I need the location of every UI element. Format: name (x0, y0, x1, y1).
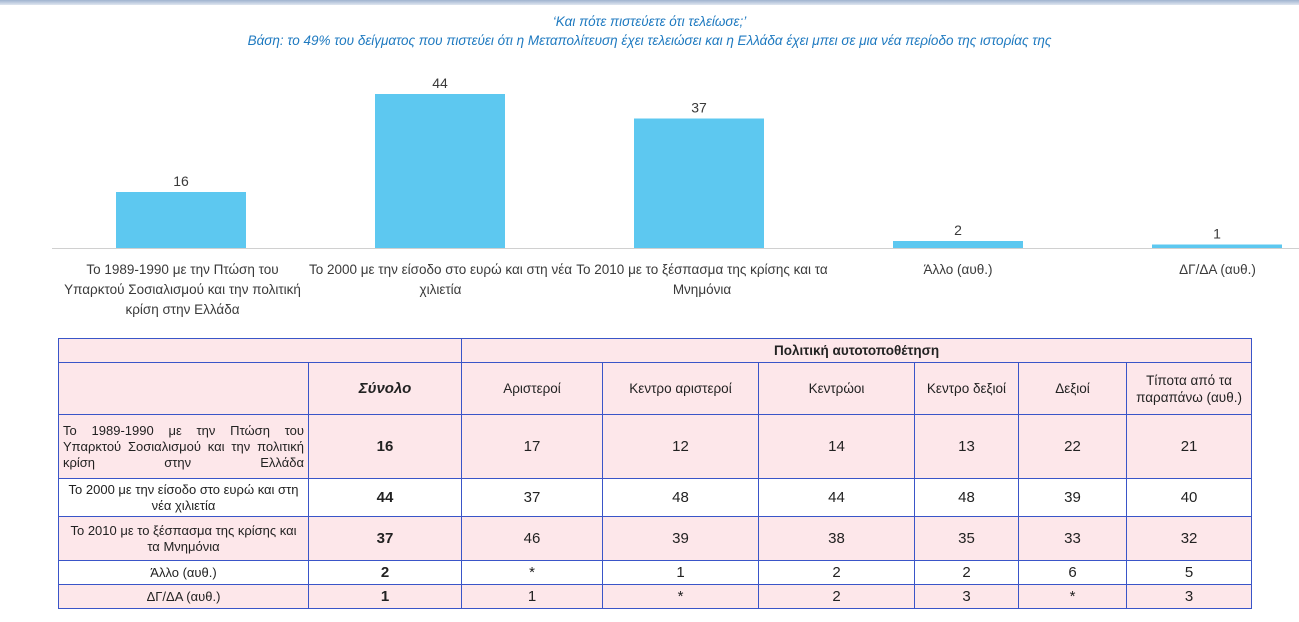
cell: 3 (914, 584, 1019, 609)
table-row: Το 1989-1990 με την Πτώση του Υπαρκτού Σ… (58, 414, 1253, 479)
cell: 14 (758, 414, 915, 479)
table-row: ΔΓ/ΔΑ (αυθ.) 1 1 * 2 3 * 3 (58, 584, 1253, 609)
subtitle-base-note: Βάση: το 49% του δείγματος που πιστεύει … (247, 33, 1052, 48)
row-total: 1 (308, 584, 462, 609)
col-header-right: Δεξιοί (1018, 362, 1127, 415)
col-header-center-right: Κεντρο δεξιοί (914, 362, 1019, 415)
table-row: Άλλο (αυθ.) 2 * 1 2 2 6 5 (58, 560, 1253, 585)
cell: 12 (602, 414, 759, 479)
cell: 38 (758, 516, 915, 561)
category-label-2010: Το 2010 με το ξέσπασμα της κρίσης και τα… (576, 262, 828, 297)
cell: * (1018, 584, 1127, 609)
bar (1152, 244, 1282, 248)
row-total: 37 (308, 516, 462, 561)
cell: 2 (758, 560, 915, 585)
cell: 39 (602, 516, 759, 561)
bar-value-label: 37 (691, 100, 707, 116)
cell: 46 (461, 516, 603, 561)
cell: 48 (914, 478, 1019, 517)
table-row: Το 2010 με το ξέσπασμα της κρίσης και τα… (58, 516, 1253, 561)
bar-value-label: 16 (173, 173, 189, 189)
col-header-center-left: Κεντρο αριστεροί (602, 362, 759, 415)
bar (893, 241, 1023, 248)
bar (375, 94, 505, 248)
row-total: 2 (308, 560, 462, 585)
cell: 2 (758, 584, 915, 609)
cell: 33 (1018, 516, 1127, 561)
table-row: Το 2000 με την είσοδο στο ευρώ και στη ν… (58, 478, 1253, 517)
col-header-center: Κεντρώοι (758, 362, 915, 415)
row-total: 44 (308, 478, 462, 517)
cell: 2 (914, 560, 1019, 585)
category-label-other: Άλλο (αυθ.) (923, 262, 993, 277)
cell: 5 (1125, 560, 1253, 585)
cell: 37 (461, 478, 603, 517)
bar-value-label: 44 (432, 75, 448, 91)
cell: 3 (1125, 584, 1253, 609)
bar-chart: 16 44 37 2 1 (52, 75, 1299, 249)
bar (634, 118, 764, 248)
cell: 35 (914, 516, 1019, 561)
top-rule (0, 0, 1299, 5)
row-label: ΔΓ/ΔΑ (αυθ.) (58, 584, 309, 609)
cell: 1 (602, 560, 759, 585)
chart-subtitle: ‘Και πότε πιστεύετε ότι τελείωσε;’ Βάση:… (0, 12, 1299, 50)
cell: 39 (1018, 478, 1127, 517)
group-header: Πολιτική αυτοτοποθέτηση (460, 338, 1253, 363)
row-label: Το 2010 με το ξέσπασμα της κρίσης και τα… (58, 516, 309, 561)
cell: 40 (1125, 478, 1253, 517)
category-label-2000: Το 2000 με την είσοδο στο ευρώ και στη ν… (308, 262, 573, 297)
row-total: 16 (308, 414, 462, 479)
cell: * (602, 584, 759, 609)
bar-value-label: 1 (1213, 226, 1221, 242)
bar (116, 192, 246, 248)
cell: 13 (914, 414, 1019, 479)
cell: 32 (1125, 516, 1253, 561)
category-label-dkna: ΔΓ/ΔΑ (αυθ.) (1179, 262, 1256, 277)
table-corner (58, 362, 309, 415)
row-label: Άλλο (αυθ.) (58, 560, 309, 585)
bar-value-label: 2 (954, 222, 962, 238)
crosstab-table: Πολιτική αυτοτοποθέτηση Σύνολο Αριστεροί… (58, 338, 1253, 609)
table-corner-top (58, 338, 462, 363)
row-label: Το 2000 με την είσοδο στο ευρώ και στη ν… (58, 478, 309, 517)
row-label: Το 1989-1990 με την Πτώση του Υπαρκτού Σ… (58, 414, 309, 479)
cell: 22 (1018, 414, 1127, 479)
cell: 6 (1018, 560, 1127, 585)
cell: 17 (461, 414, 603, 479)
cell: * (461, 560, 603, 585)
category-label-1989: Το 1989-1990 με την Πτώση του Υπαρκτού Σ… (64, 262, 301, 317)
cell: 1 (461, 584, 603, 609)
subtitle-question: ‘Και πότε πιστεύετε ότι τελείωσε;’ (552, 14, 747, 29)
col-header-none: Τίποτα από τα παραπάνω (αυθ.) (1125, 362, 1253, 415)
cell: 21 (1125, 414, 1253, 479)
cell: 44 (758, 478, 915, 517)
total-header: Σύνολο (308, 362, 462, 415)
cell: 48 (602, 478, 759, 517)
col-header-left: Αριστεροί (461, 362, 603, 415)
